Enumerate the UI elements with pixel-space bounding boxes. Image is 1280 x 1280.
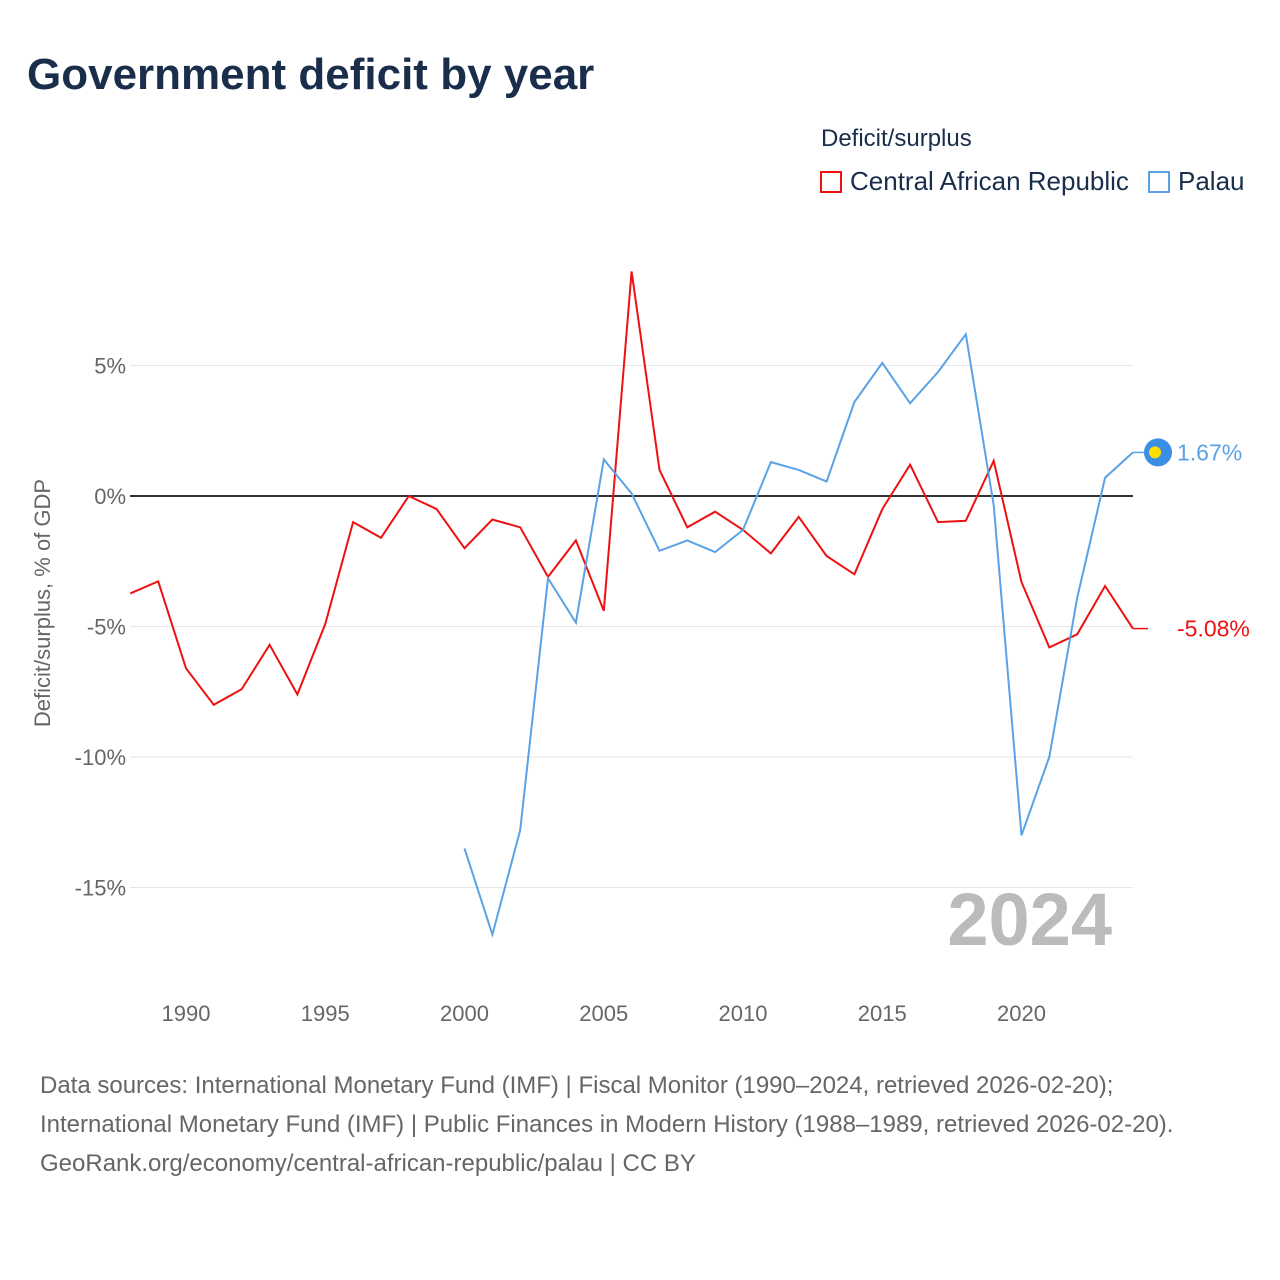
x-tick-label: 1995 [301, 1001, 350, 1026]
y-tick-label: 5% [94, 354, 126, 379]
y-tick-label: 0% [94, 484, 126, 509]
credit-link[interactable]: GeoRank.org/economy/central-african-repu… [40, 1150, 696, 1177]
x-tick-label: 1990 [162, 1001, 211, 1026]
footer: Data sources: International Monetary Fun… [40, 1066, 1240, 1183]
end-value-label: -5.08% [1177, 616, 1250, 642]
legend-swatch-palau [1148, 170, 1170, 193]
series-line-palau [463, 331, 1134, 939]
year-watermark: 2024 [947, 878, 1112, 961]
series-line-car [129, 271, 1134, 707]
x-tick-label: 2010 [719, 1001, 768, 1026]
legend-swatch-car [820, 170, 842, 193]
y-tick-label: -10% [75, 745, 126, 770]
x-tick-label: 2020 [997, 1001, 1046, 1026]
line-chart: 5% 0% -5% -10% -15% 1990 1995 2000 2005 2010 2015 2… [30, 271, 1250, 1026]
palau-flag-moon [1149, 446, 1161, 459]
car-flag-icon [1144, 615, 1172, 643]
legend-title: Deficit/surplus [821, 125, 972, 152]
legend-label-car: Central African Republic [850, 166, 1129, 196]
legend-item-palau[interactable]: Palau [1148, 166, 1245, 197]
y-tick-label: -5% [87, 615, 126, 640]
x-tick-label: 2000 [440, 1001, 489, 1026]
data-sources: Data sources: International Monetary Fun… [40, 1072, 1174, 1138]
chart-title: Government deficit by year [27, 50, 595, 99]
end-value-label: 1.67% [1177, 439, 1242, 465]
x-tick-label: 2015 [858, 1001, 907, 1026]
x-tick-label: 2005 [579, 1001, 628, 1026]
legend-item-car[interactable]: Central African Republic [820, 166, 1129, 197]
y-axis-label: Deficit/surplus, % of GDP [30, 479, 55, 727]
y-tick-label: -15% [75, 876, 126, 901]
legend-label-palau: Palau [1178, 166, 1245, 196]
